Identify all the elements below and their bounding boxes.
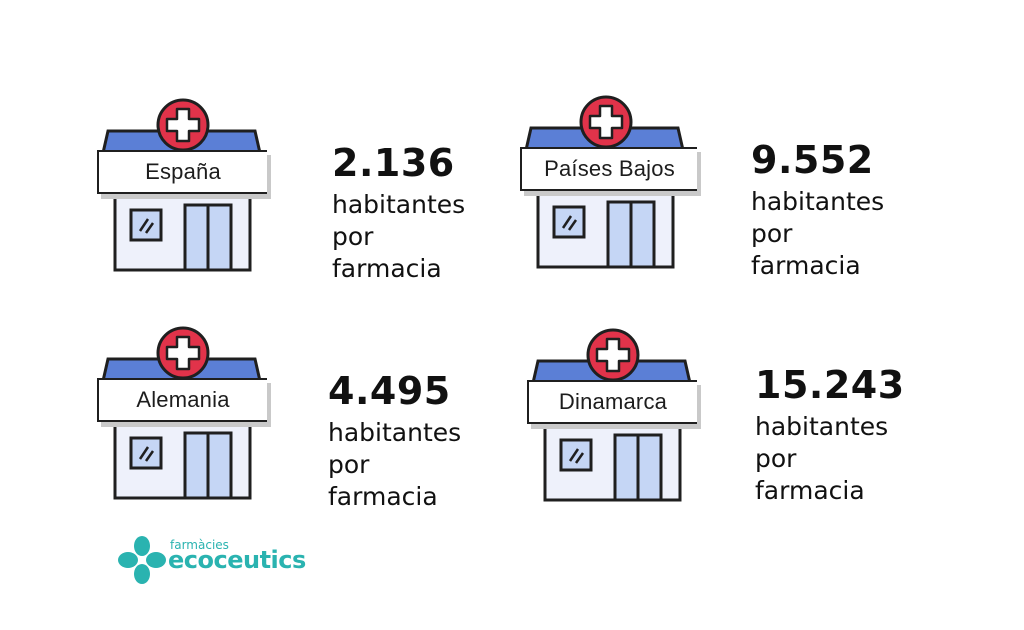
stat-label-line1: habitantes por (332, 190, 466, 251)
country-card-germany: Alemania 4.495 habitantes por farmacia (95, 323, 495, 511)
country-label: Alemania (97, 378, 267, 422)
stat-label-line2: farmacia (328, 482, 438, 511)
ecoceutics-logo: farmàcies ecoceutics (118, 536, 318, 586)
stat-value: 9.552 (751, 138, 874, 182)
stat-label-line2: farmacia (751, 251, 861, 280)
stat-value: 4.495 (328, 369, 451, 413)
stat-label-line1: habitantes por (755, 412, 889, 473)
stat-label-line2: farmacia (332, 254, 442, 283)
stat-block: 9.552 habitantes por farmacia (751, 140, 918, 282)
logo-title: ecoceutics (168, 546, 306, 574)
stat-label-line1: habitantes por (328, 418, 462, 479)
stat-value: 2.136 (332, 141, 455, 185)
country-card-denmark: Dinamarca 15.243 habitantes por farmacia (525, 325, 925, 510)
country-label: Países Bajos (520, 147, 697, 191)
stat-label-line2: farmacia (755, 476, 865, 505)
stat-label-line1: habitantes por (751, 187, 885, 248)
flower-logo-icon (118, 536, 166, 584)
country-card-netherlands: Países Bajos 9.552 habitantes por farmac… (518, 92, 918, 280)
stat-block: 15.243 habitantes por farmacia (755, 365, 925, 507)
stat-block: 4.495 habitantes por farmacia (328, 371, 495, 513)
stat-block: 2.136 habitantes por farmacia (332, 143, 495, 285)
country-label: España (97, 150, 267, 194)
country-label: Dinamarca (527, 380, 697, 424)
logo-subtitle: farmàcies (170, 538, 229, 552)
stat-value: 15.243 (755, 363, 905, 407)
country-card-spain: España 2.136 habitantes por farmacia (95, 95, 495, 283)
